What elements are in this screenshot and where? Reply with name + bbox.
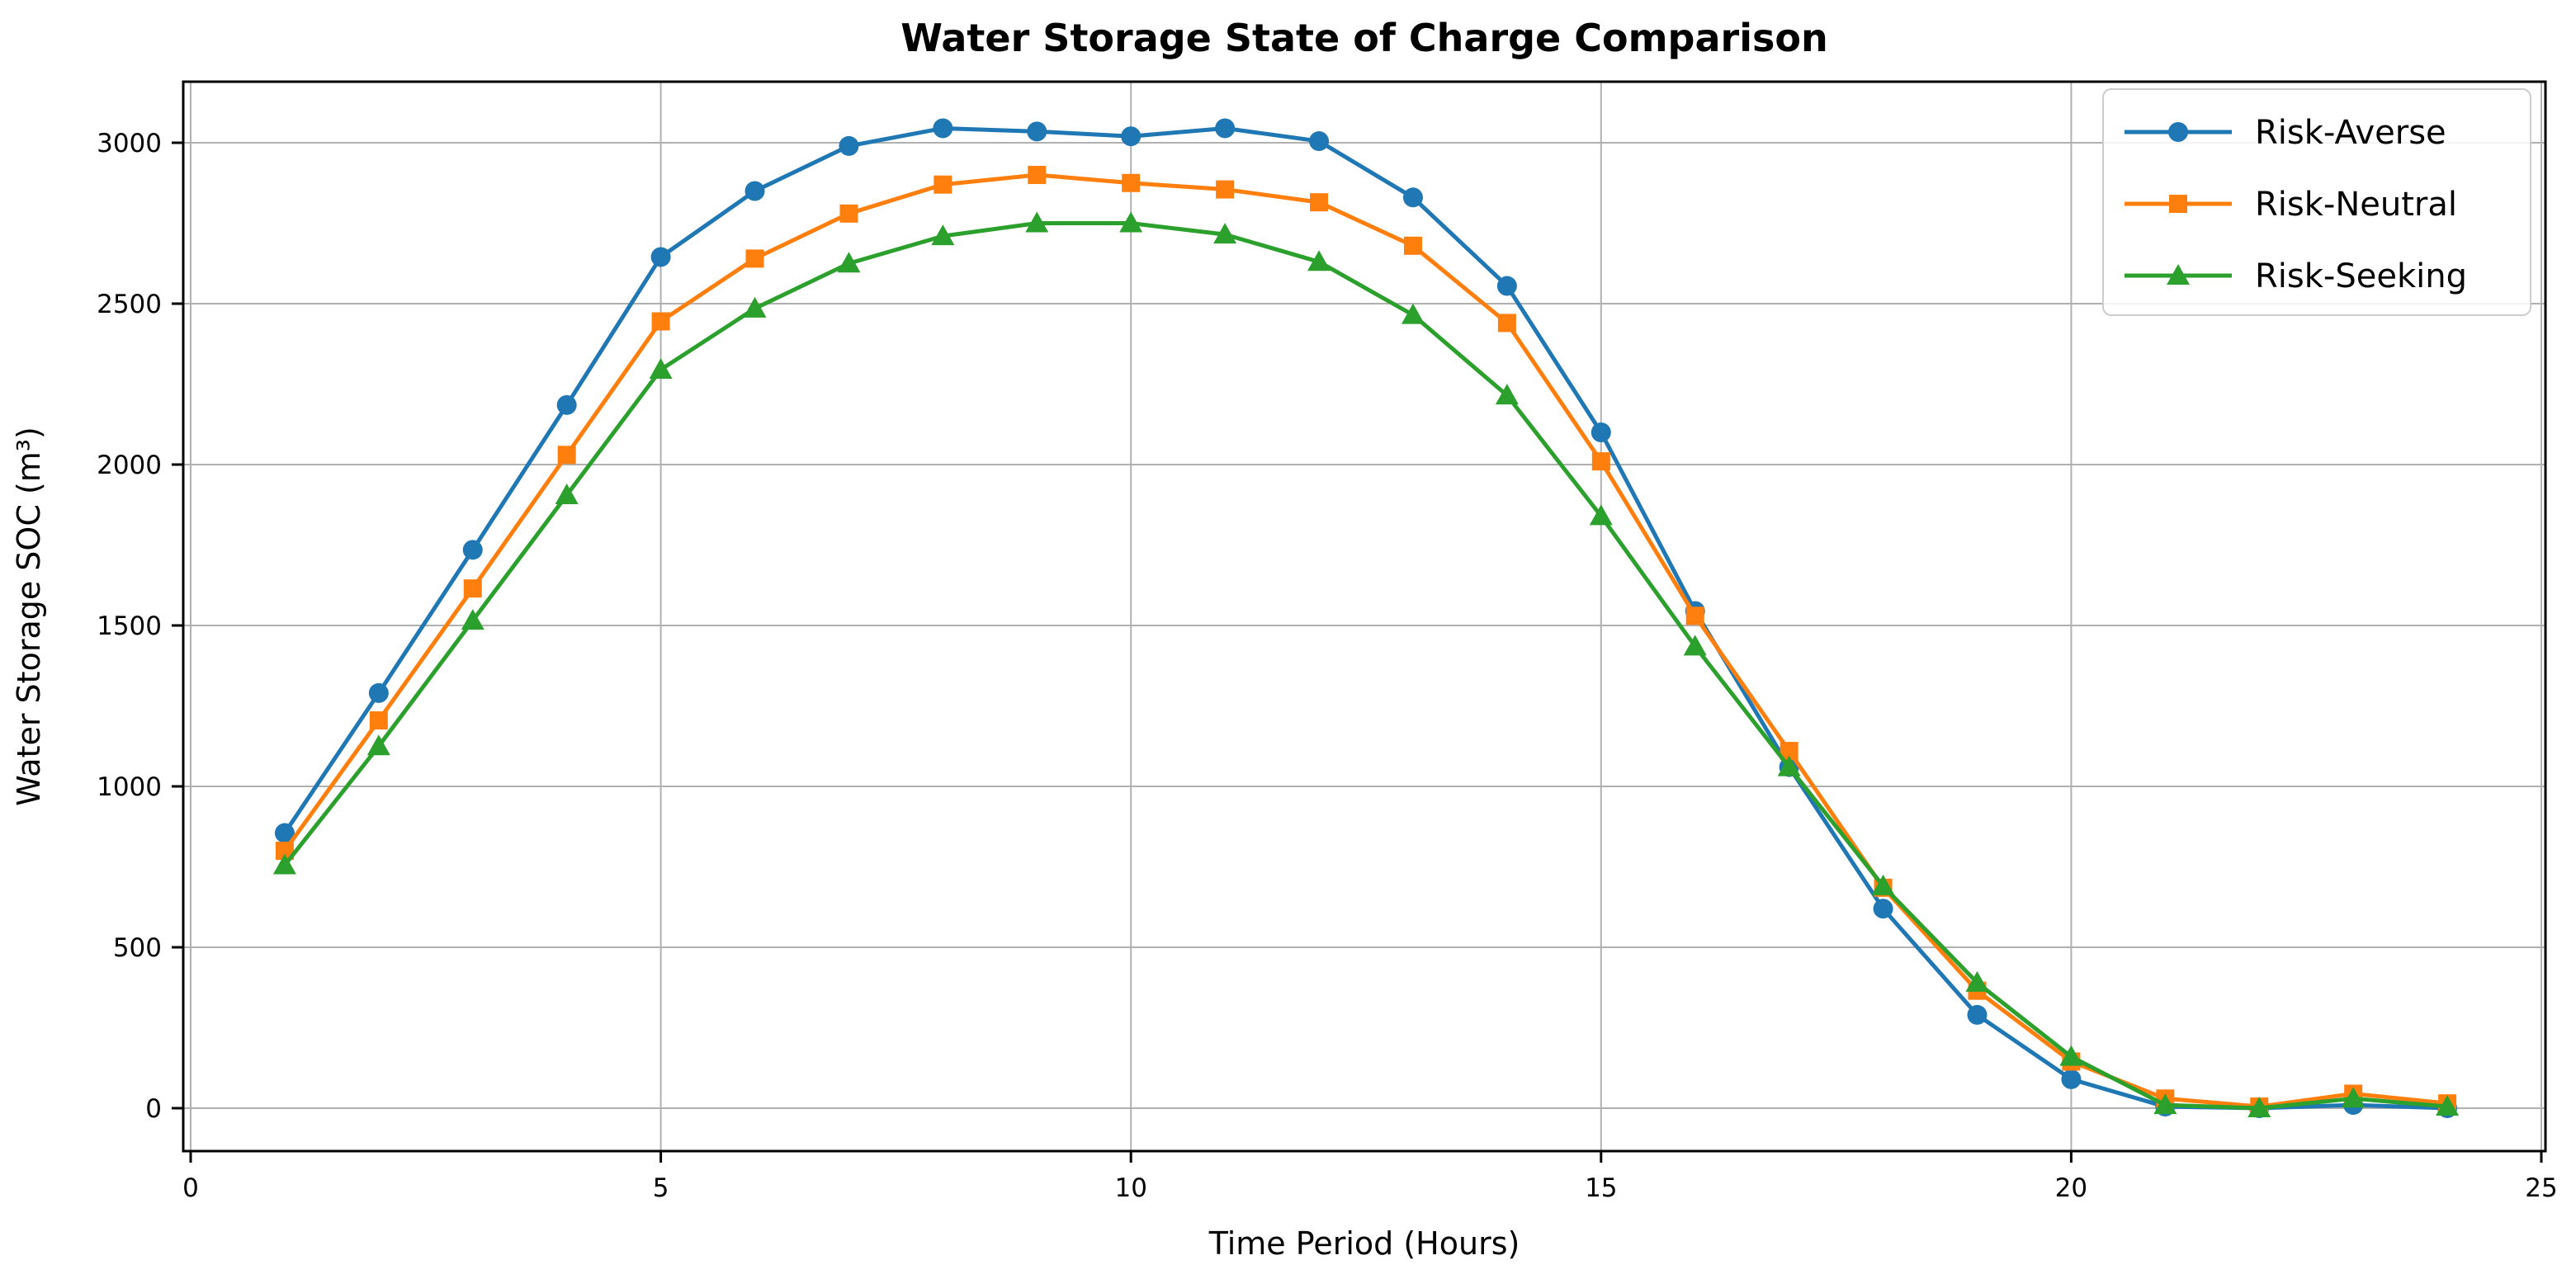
data-point-risk-seeking	[1683, 635, 1707, 656]
data-point-risk-neutral	[651, 312, 670, 331]
data-point-risk-averse	[1967, 1004, 1988, 1025]
y-tick-label: 1500	[97, 611, 162, 641]
data-point-risk-averse	[650, 247, 671, 267]
data-point-risk-averse	[462, 540, 483, 560]
data-point-risk-seeking	[1401, 303, 1425, 324]
legend-box	[2102, 88, 2531, 316]
data-point-risk-seeking	[1213, 223, 1237, 244]
x-tick-label: 5	[653, 1173, 669, 1203]
data-point-risk-averse	[1309, 131, 1330, 152]
legend-marker-risk-neutral	[2169, 195, 2187, 213]
data-point-risk-averse	[1591, 422, 1611, 442]
x-tick-label: 15	[1585, 1173, 1617, 1203]
legend-label-risk-neutral: Risk-Neutral	[2255, 186, 2457, 224]
y-tick-label: 3000	[97, 129, 162, 158]
data-point-risk-seeking	[1589, 504, 1613, 526]
series-line-risk-neutral	[282, 172, 2448, 1109]
x-tick-label: 25	[2525, 1173, 2557, 1203]
legend-label-risk-seeking: Risk-Seeking	[2255, 257, 2467, 295]
axis-ticks: 0 5 10 15 20 25 0 500 1000 1500 2000 2500 3000	[97, 129, 2558, 1203]
series-layer	[272, 118, 2460, 1118]
data-point-risk-neutral	[839, 204, 858, 223]
data-point-risk-averse	[2061, 1069, 2082, 1089]
data-point-risk-seeking	[1871, 874, 1895, 895]
data-point-risk-seeking	[1777, 755, 1801, 776]
data-point-risk-seeking	[2342, 1087, 2366, 1108]
legend-marker-risk-averse	[2168, 122, 2188, 142]
data-point-risk-neutral	[1122, 173, 1141, 192]
data-point-risk-neutral	[745, 249, 764, 268]
data-point-risk-averse	[1121, 126, 1141, 147]
data-point-risk-seeking	[2248, 1097, 2271, 1117]
data-point-risk-averse	[1402, 187, 1423, 208]
data-point-risk-seeking	[837, 252, 861, 273]
data-point-risk-averse	[933, 118, 953, 139]
data-point-risk-averse	[839, 135, 859, 156]
y-tick-label: 500	[113, 933, 162, 963]
data-point-risk-neutral	[557, 446, 576, 465]
y-tick-label: 2500	[97, 290, 162, 319]
data-point-risk-seeking	[2436, 1095, 2460, 1116]
data-point-risk-neutral	[1216, 180, 1235, 199]
y-tick-label: 1000	[97, 772, 162, 802]
data-point-risk-seeking	[1495, 384, 1519, 405]
data-point-risk-seeking	[366, 734, 390, 756]
chart-title: Water Storage State of Charge Comparison	[900, 16, 1827, 60]
data-point-risk-averse	[1027, 121, 1047, 142]
data-point-risk-seeking	[2059, 1045, 2083, 1066]
data-point-risk-neutral	[1310, 193, 1329, 212]
legend-marker-risk-seeking	[2167, 264, 2190, 285]
data-point-risk-averse	[556, 394, 577, 415]
data-point-risk-neutral	[1685, 606, 1704, 625]
data-point-risk-neutral	[1591, 452, 1610, 471]
data-point-risk-neutral	[1497, 314, 1516, 333]
data-point-risk-seeking	[1025, 211, 1049, 233]
data-point-risk-seeking	[1307, 250, 1331, 271]
plot-border	[182, 80, 2547, 1153]
legend: Risk-Averse Risk-Neutral Risk-Seeking	[2102, 88, 2531, 316]
data-point-risk-averse	[1873, 899, 1893, 919]
data-point-risk-seeking	[555, 484, 579, 505]
gridlines	[183, 82, 2545, 1151]
series-risk-seeking	[272, 211, 2460, 1117]
data-point-risk-seeking	[649, 357, 673, 379]
data-point-risk-seeking	[461, 609, 484, 630]
x-tick-label: 10	[1114, 1173, 1146, 1203]
data-point-risk-averse	[1215, 118, 1236, 139]
data-point-risk-neutral	[1780, 742, 1798, 761]
data-point-risk-seeking	[272, 853, 296, 875]
data-point-risk-neutral	[934, 175, 952, 194]
y-axis-label: Water Storage SOC (m³)	[11, 427, 47, 806]
data-point-risk-seeking	[743, 296, 767, 318]
data-point-risk-seeking	[1119, 211, 1143, 233]
data-point-risk-averse	[274, 823, 295, 843]
series-line-risk-seeking	[282, 221, 2448, 1111]
data-point-risk-neutral	[275, 842, 294, 860]
x-tick-label: 0	[182, 1173, 199, 1203]
data-point-risk-neutral	[369, 711, 388, 730]
data-point-risk-seeking	[931, 224, 955, 246]
data-point-risk-averse	[1496, 276, 1517, 296]
data-point-risk-neutral	[1028, 166, 1047, 184]
series-line-risk-averse	[282, 125, 2448, 1111]
data-point-risk-neutral	[463, 579, 482, 598]
x-axis-label: Time Period (Hours)	[1208, 1225, 1520, 1262]
data-point-risk-averse	[368, 682, 389, 703]
x-tick-label: 20	[2055, 1173, 2087, 1203]
y-tick-label: 2000	[97, 451, 162, 480]
data-point-risk-neutral	[1403, 236, 1422, 255]
data-point-risk-seeking	[2153, 1093, 2177, 1115]
legend-label-risk-averse: Risk-Averse	[2255, 114, 2446, 152]
y-tick-label: 0	[145, 1094, 162, 1124]
data-point-risk-averse	[744, 181, 765, 201]
data-point-risk-seeking	[1965, 970, 1989, 992]
